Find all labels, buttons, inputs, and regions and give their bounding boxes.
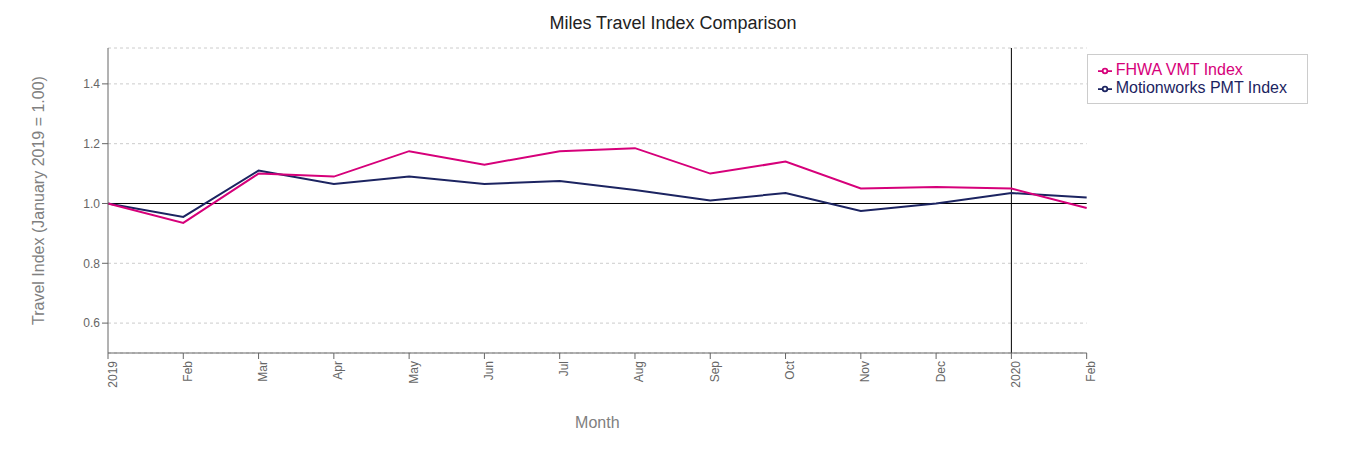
svg-text:1.0: 1.0: [83, 197, 100, 211]
svg-text:2020: 2020: [1009, 361, 1023, 388]
svg-text:Sep: Sep: [708, 361, 722, 383]
html-text:Motionworks PMT Index: Motionworks PMT Index: [1115, 79, 1287, 96]
svg-text:Month: Month: [575, 414, 619, 431]
svg-text:Feb: Feb: [181, 361, 195, 382]
html-text:Miles Travel Index Comparison: Miles Travel Index Comparison: [549, 13, 797, 33]
svg-text:Dec: Dec: [934, 361, 948, 382]
svg-text:Jul: Jul: [557, 361, 571, 376]
svg-text:0.8: 0.8: [83, 257, 100, 271]
svg-text:0.6: 0.6: [83, 316, 100, 330]
svg-text:May: May: [407, 361, 421, 384]
svg-text:Feb: Feb: [1084, 361, 1098, 382]
svg-text:Jun: Jun: [482, 361, 496, 380]
svg-text:Travel Index (January 2019 = 1: Travel Index (January 2019 = 1.00): [30, 76, 47, 325]
html-text:FHWA VMT Index: FHWA VMT Index: [1115, 61, 1243, 78]
svg-text:Apr: Apr: [331, 361, 345, 380]
svg-text:2019: 2019: [106, 361, 120, 388]
svg-text:Aug: Aug: [632, 361, 646, 382]
svg-text:1.2: 1.2: [83, 137, 100, 151]
svg-text:Mar: Mar: [256, 361, 270, 382]
svg-text:1.4: 1.4: [83, 77, 100, 91]
svg-text:Oct: Oct: [783, 360, 797, 379]
svg-text:Nov: Nov: [858, 361, 872, 382]
